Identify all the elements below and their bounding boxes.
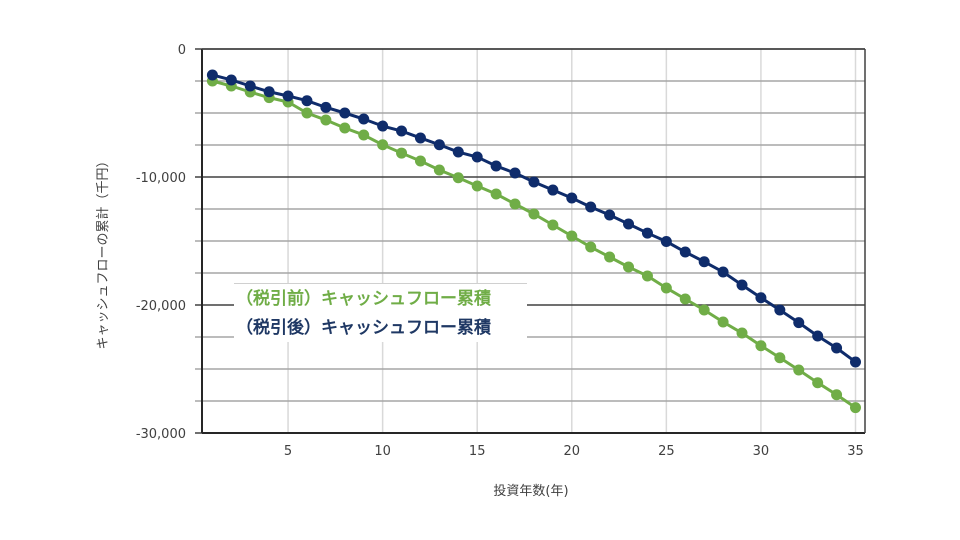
y-tick-label: -10,000 xyxy=(136,171,186,186)
data-point xyxy=(377,139,389,151)
chart-legend: （税引前）キャッシュフロー累積 （税引後）キャッシュフロー累積 xyxy=(234,283,527,342)
data-point xyxy=(850,402,861,414)
data-point xyxy=(679,293,691,305)
x-tick-label: 35 xyxy=(847,444,864,459)
data-point xyxy=(793,317,805,329)
data-point xyxy=(774,304,786,316)
series-lines xyxy=(206,69,861,414)
data-point xyxy=(717,266,729,278)
data-point xyxy=(641,227,653,239)
data-point xyxy=(566,192,578,204)
data-point xyxy=(736,279,748,291)
y-tick-label: -30,000 xyxy=(136,427,186,442)
data-point xyxy=(490,160,502,172)
data-point xyxy=(206,69,218,81)
axes xyxy=(201,48,866,434)
data-point xyxy=(585,201,597,213)
data-point xyxy=(850,356,861,368)
legend-item-aftertax: （税引後）キャッシュフロー累積 xyxy=(236,318,491,338)
data-point xyxy=(320,101,332,113)
data-point xyxy=(547,219,559,231)
data-point xyxy=(433,139,445,151)
data-point xyxy=(471,180,483,192)
gridlines xyxy=(195,48,865,434)
data-point xyxy=(793,364,805,376)
data-point xyxy=(755,292,767,304)
data-point xyxy=(604,209,616,221)
data-point xyxy=(301,107,313,119)
x-tick-label: 10 xyxy=(374,444,391,459)
data-point xyxy=(717,316,729,328)
x-tick-label: 15 xyxy=(469,444,486,459)
y-tick-label: -20,000 xyxy=(136,299,186,314)
data-point xyxy=(263,86,275,98)
data-point xyxy=(301,95,313,107)
data-point xyxy=(244,80,256,92)
data-point xyxy=(396,125,408,137)
data-point xyxy=(660,282,672,294)
data-point xyxy=(377,120,389,132)
series-line-0 xyxy=(212,79,857,409)
data-point xyxy=(585,241,597,253)
legend-item-pretax: （税引前）キャッシュフロー累積 xyxy=(236,289,491,309)
data-point xyxy=(547,184,559,196)
data-point xyxy=(774,352,786,364)
data-point xyxy=(736,327,748,339)
data-point xyxy=(812,330,824,342)
y-axis-title: キャッシュフローの累計（千円） xyxy=(95,154,111,349)
data-point xyxy=(452,172,464,184)
data-point xyxy=(471,151,483,163)
data-point xyxy=(528,176,540,188)
data-point xyxy=(698,256,710,268)
data-point xyxy=(679,246,691,258)
data-point xyxy=(414,132,426,144)
data-point xyxy=(490,188,502,200)
x-tick-label: 25 xyxy=(658,444,675,459)
data-point xyxy=(339,122,351,134)
data-point xyxy=(812,377,824,389)
data-point xyxy=(358,129,370,141)
data-point xyxy=(623,261,635,273)
x-tick-label: 5 xyxy=(284,444,292,459)
data-point xyxy=(396,147,408,159)
data-point xyxy=(358,113,370,125)
data-point xyxy=(831,389,843,401)
data-point xyxy=(320,114,332,126)
data-point xyxy=(604,251,616,263)
data-point xyxy=(566,230,578,242)
data-point xyxy=(433,164,445,176)
data-point xyxy=(509,198,521,210)
data-point xyxy=(452,146,464,158)
data-point xyxy=(339,107,351,119)
data-point xyxy=(282,90,294,102)
data-point xyxy=(414,155,426,167)
data-point xyxy=(831,342,843,354)
data-point xyxy=(641,270,653,282)
data-point xyxy=(509,167,521,179)
data-point xyxy=(755,340,767,352)
x-tick-label: 30 xyxy=(753,444,770,459)
data-point xyxy=(698,304,710,316)
data-point xyxy=(660,236,672,248)
x-axis-title: 投資年数(年) xyxy=(493,483,568,499)
x-tick-label: 20 xyxy=(564,444,581,459)
data-point xyxy=(528,208,540,220)
data-point xyxy=(623,218,635,230)
data-point xyxy=(225,74,237,86)
y-tick-label: 0 xyxy=(178,43,186,58)
tick-labels: 0 -10,000 -20,000 -30,000 5 10 15 20 25 30 35 xyxy=(136,43,864,459)
